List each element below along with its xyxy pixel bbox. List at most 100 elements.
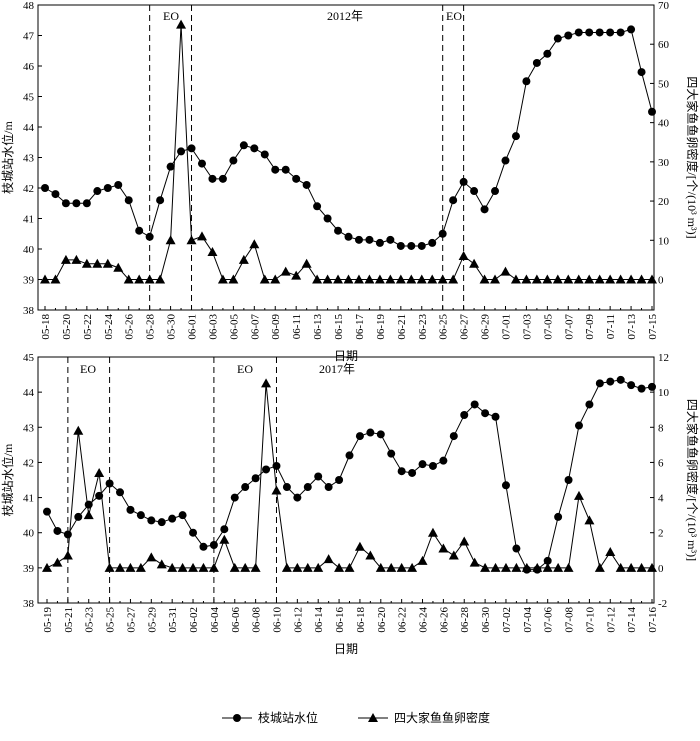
- point: [303, 483, 312, 492]
- x-tick-label: 05-25: [105, 607, 117, 633]
- point: [260, 150, 269, 159]
- annotation: EO: [446, 9, 462, 23]
- point: [302, 180, 311, 189]
- point: [345, 451, 354, 460]
- annotation: 2012年: [327, 9, 363, 23]
- y2-tick-label: 10: [658, 235, 670, 247]
- x-tick-label: 07-01: [500, 314, 512, 340]
- point: [605, 274, 616, 284]
- point: [302, 562, 313, 572]
- point: [490, 274, 501, 284]
- point: [542, 562, 553, 572]
- x-tick-label: 07-08: [564, 607, 576, 633]
- x-tick-label: 07-04: [522, 607, 534, 633]
- point: [240, 562, 251, 572]
- point: [448, 274, 459, 284]
- y-tick-label: 41: [23, 493, 34, 505]
- point: [553, 562, 564, 572]
- point: [114, 180, 123, 189]
- point: [157, 518, 166, 527]
- point: [366, 428, 375, 437]
- point: [605, 547, 616, 557]
- point: [386, 235, 395, 244]
- x-tick-label: 06-18: [355, 607, 367, 633]
- point: [72, 199, 81, 208]
- annotation: EO: [80, 362, 96, 376]
- x-tick-label: 05-26: [124, 314, 136, 340]
- point: [480, 562, 491, 572]
- point: [102, 258, 113, 268]
- x-tick-label: 06-26: [438, 607, 450, 633]
- legend-marker: [368, 713, 378, 722]
- point: [376, 430, 385, 439]
- point: [156, 559, 167, 569]
- x-tick-label: 07-05: [542, 314, 554, 340]
- x-tick-label: 06-10: [271, 607, 283, 633]
- x-tick-label: 05-28: [145, 314, 157, 340]
- point: [82, 199, 91, 208]
- point: [292, 174, 301, 183]
- x-axis-label: 日期: [334, 642, 358, 656]
- x-tick-label: 06-12: [292, 607, 304, 633]
- point: [105, 479, 114, 488]
- x-tick-label: 06-17: [354, 314, 366, 340]
- x-tick-label: 07-03: [521, 314, 533, 340]
- point: [313, 562, 324, 572]
- point: [113, 262, 124, 272]
- y-axis-label: 枝城站水位/m: [0, 121, 15, 194]
- point: [374, 274, 385, 284]
- point: [543, 556, 552, 565]
- point: [238, 254, 249, 264]
- point: [51, 190, 60, 199]
- point: [314, 472, 323, 481]
- point: [93, 187, 102, 196]
- x-tick-label: 06-23: [417, 314, 429, 340]
- point: [168, 514, 177, 523]
- point: [104, 562, 115, 572]
- point: [616, 375, 625, 384]
- point: [500, 266, 511, 276]
- y-tick-label: 39: [23, 275, 35, 287]
- point: [324, 483, 333, 492]
- point: [585, 28, 594, 37]
- point: [395, 274, 406, 284]
- point: [219, 534, 230, 544]
- point: [50, 274, 61, 284]
- point: [449, 432, 458, 441]
- point: [125, 562, 136, 572]
- x-tick-label: 05-23: [84, 607, 96, 633]
- point: [636, 274, 647, 284]
- x-tick-label: 06-28: [459, 607, 471, 633]
- point: [282, 483, 291, 492]
- y2-tick-label: 0: [658, 563, 664, 575]
- x-tick-label: 07-11: [605, 314, 617, 339]
- x-tick-label: 07-15: [647, 314, 659, 340]
- y2-axis-label: 四大家鱼鱼卵密度/[个/(10³ m³)]: [685, 76, 700, 238]
- point: [250, 562, 261, 572]
- point: [146, 552, 157, 562]
- point: [365, 235, 374, 244]
- y2-tick-label: 40: [658, 118, 670, 130]
- y2-tick-label: -2: [658, 598, 667, 610]
- y-tick-label: 42: [23, 183, 34, 195]
- point: [42, 562, 52, 572]
- point: [229, 156, 238, 165]
- point: [251, 474, 260, 483]
- x-tick-label: 05-29: [146, 607, 158, 633]
- x-tick-label: 05-18: [40, 314, 52, 340]
- point: [165, 235, 176, 245]
- x-tick-label: 07-02: [501, 607, 513, 633]
- point: [115, 562, 126, 572]
- x-tick-label: 05-22: [82, 314, 94, 340]
- y-tick-label: 44: [23, 122, 35, 134]
- point: [116, 488, 125, 497]
- x-axis-label: 日期: [334, 349, 358, 363]
- point: [155, 274, 166, 284]
- x-tick-label: 06-14: [313, 607, 325, 633]
- x-tick-label: 05-21: [63, 607, 75, 633]
- point: [354, 235, 363, 244]
- point: [448, 550, 459, 560]
- point: [270, 274, 281, 284]
- series-line: [46, 379, 653, 571]
